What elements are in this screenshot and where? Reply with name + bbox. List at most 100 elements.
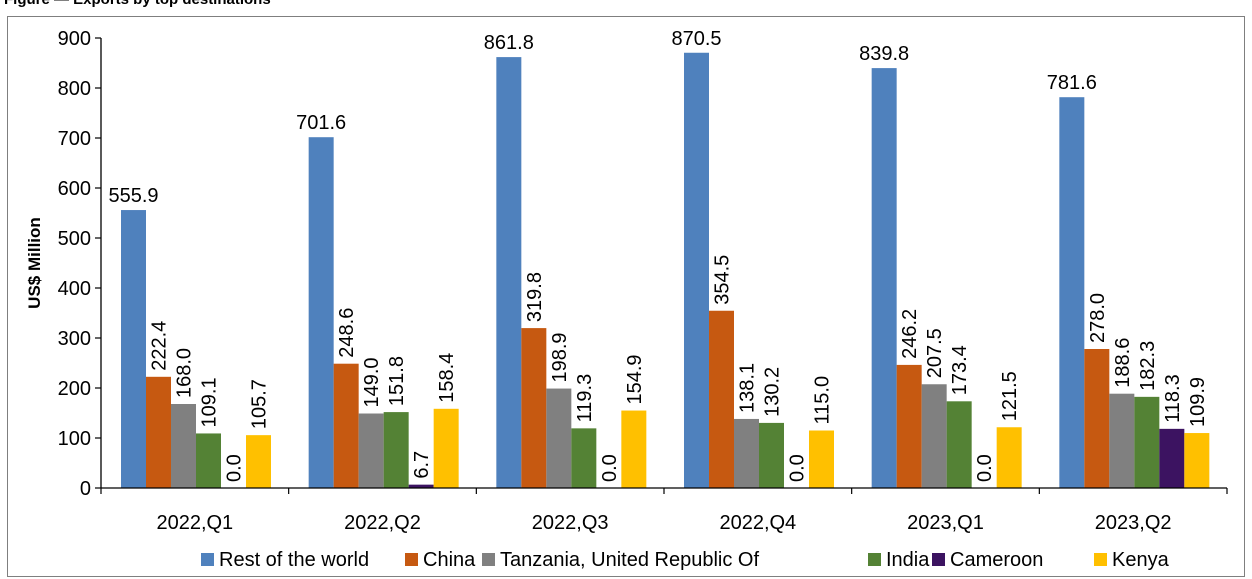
legend-swatch-4 (932, 553, 945, 566)
data-label-5-3: 115.0 (812, 376, 834, 425)
bar-3-0 (196, 433, 221, 488)
data-label-2-3: 138.1 (737, 363, 759, 413)
data-label-0-3: 870.5 (671, 28, 721, 50)
bar-3-3 (759, 422, 784, 488)
data-label-1-4: 246.2 (899, 309, 921, 359)
bar-1-0 (146, 376, 171, 488)
data-label-5-0: 105.7 (249, 379, 271, 429)
data-label-1-1: 248.6 (336, 308, 358, 358)
data-label-2-5: 188.6 (1112, 338, 1134, 388)
bar-5-0 (246, 435, 271, 488)
figure-title: Figure — Exports by top destinations (4, 0, 271, 8)
data-label-1-5: 278.0 (1087, 293, 1109, 343)
data-label-3-4: 173.4 (949, 345, 971, 395)
legend-swatch-5 (1094, 553, 1107, 566)
data-label-1-3: 354.5 (712, 255, 734, 305)
legend-swatch-2 (482, 553, 495, 566)
data-label-1-2: 319.8 (524, 272, 546, 322)
y-tick-label-6: 600 (58, 178, 91, 200)
y-tick-label-5: 500 (58, 228, 91, 250)
data-label-1-0: 222.4 (149, 321, 171, 371)
data-label-3-5: 182.3 (1137, 341, 1159, 391)
bar-1-3 (709, 310, 734, 488)
bar-5-4 (996, 427, 1022, 488)
bar-5-2 (621, 410, 647, 488)
data-label-4-5: 118.3 (1162, 374, 1184, 423)
bar-0-1 (308, 137, 334, 488)
x-tick-label-5: 2023,Q2 (1095, 512, 1172, 534)
data-label-5-1: 158.4 (436, 353, 458, 403)
data-label-5-5: 109.9 (1187, 377, 1209, 427)
data-label-2-4: 207.5 (924, 328, 946, 378)
bar-5-3 (809, 430, 834, 488)
bar-0-5 (1059, 97, 1085, 488)
legend-swatch-0 (201, 553, 214, 566)
y-tick-label-9: 900 (58, 28, 91, 50)
bar-1-5 (1084, 349, 1110, 488)
chart-border (7, 16, 1245, 577)
bar-3-4 (946, 401, 972, 488)
bar-2-0 (171, 404, 196, 488)
legend-label-1: China (423, 549, 476, 571)
data-label-4-0: 0.0 (224, 454, 246, 482)
legend-label-3: India (886, 549, 930, 571)
data-label-2-2: 198.9 (549, 332, 571, 382)
bar-1-1 (333, 363, 359, 488)
bar-4-5 (1159, 428, 1185, 488)
data-label-3-1: 151.8 (386, 356, 408, 406)
data-label-0-4: 839.8 (859, 43, 909, 65)
data-label-4-4: 0.0 (974, 454, 996, 482)
bar-2-1 (358, 413, 384, 488)
data-label-3-3: 130.2 (762, 367, 784, 417)
legend: Rest of the world China Tanzania, United R… (201, 549, 1170, 571)
bar-2-5 (1109, 393, 1135, 488)
bar-0-0 (121, 210, 146, 489)
data-label-4-2: 0.0 (599, 454, 621, 482)
bar-2-2 (546, 388, 572, 488)
data-label-4-1: 6.7 (411, 451, 433, 479)
y-tick-label-1: 100 (58, 428, 91, 450)
data-label-5-2: 154.9 (624, 354, 646, 404)
bar-3-2 (571, 428, 597, 488)
legend-swatch-3 (868, 553, 881, 566)
bar-1-4 (896, 364, 922, 488)
bar-2-4 (921, 384, 947, 488)
data-label-3-0: 109.1 (199, 377, 221, 427)
figure-title-strip: Figure — Exports by top destinations (0, 0, 1252, 16)
bar-5-5 (1184, 433, 1210, 488)
bar-3-1 (383, 412, 409, 488)
bar-0-2 (496, 57, 522, 488)
x-tick-label-3: 2022,Q4 (719, 512, 796, 534)
data-label-3-2: 119.3 (574, 374, 596, 423)
data-label-2-1: 149.0 (361, 357, 383, 407)
data-label-0-2: 861.8 (484, 32, 534, 54)
x-tick-label-0: 2022,Q1 (156, 512, 233, 534)
legend-label-4: Cameroon (950, 549, 1043, 571)
legend-swatch-1 (405, 553, 418, 566)
y-tick-label-0: 0 (80, 478, 91, 500)
bar-2-3 (734, 418, 759, 488)
y-axis-title: US$ Million (25, 217, 44, 309)
bar-3-5 (1134, 396, 1160, 488)
y-tick-label-4: 400 (58, 278, 91, 300)
bar-5-1 (433, 408, 459, 488)
data-label-2-0: 168.0 (174, 348, 196, 398)
bar-4-1 (408, 484, 434, 488)
y-tick-label-7: 700 (58, 128, 91, 150)
y-tick-label-2: 200 (58, 378, 91, 400)
axes-layer: 0 100 200 300 400 500 600 700 800 900 2022,Q1 2022,… (58, 28, 1228, 534)
bar-0-3 (684, 52, 709, 488)
x-tick-label-4: 2023,Q1 (907, 512, 984, 534)
x-tick-label-2: 2022,Q3 (532, 512, 609, 534)
y-tick-label-3: 300 (58, 328, 91, 350)
legend-label-2: Tanzania, United Republic Of (500, 549, 759, 571)
bar-0-4 (871, 68, 897, 488)
data-label-0-0: 555.9 (108, 185, 158, 207)
data-label-0-1: 701.6 (296, 112, 346, 134)
legend-label-0: Rest of the world (219, 549, 369, 571)
data-label-0-5: 781.6 (1047, 72, 1097, 94)
data-label-4-3: 0.0 (787, 454, 809, 482)
legend-label-5: Kenya (1112, 549, 1170, 571)
